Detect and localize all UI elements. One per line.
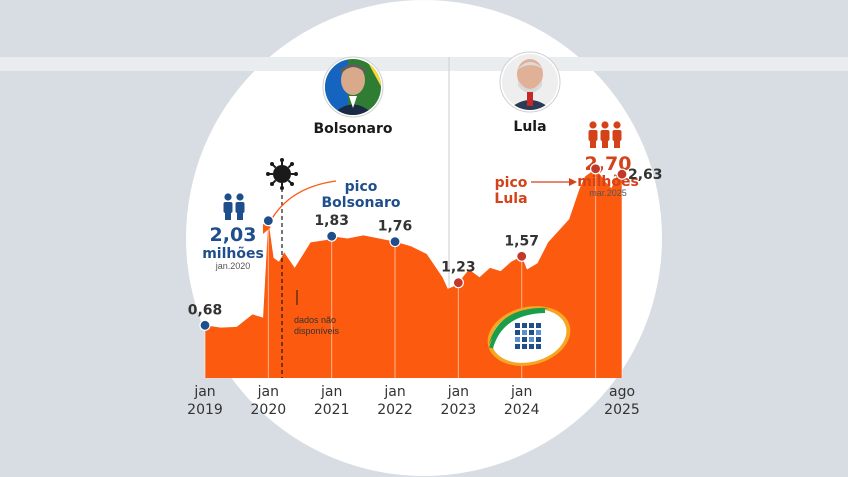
data-label-0: 0,68	[188, 302, 223, 318]
data-point-3	[389, 236, 401, 248]
x-tick-month-0: jan	[193, 384, 215, 400]
president-name-lula: Lula	[513, 119, 546, 135]
data-point-5	[516, 250, 528, 262]
x-axis-ticks: jan 2019 jan 2020 jan 2021 jan 2022 jan 2023 jan 20…	[187, 384, 640, 418]
data-label-7: 2,63	[628, 167, 663, 183]
annotation-line2: disponíveis	[294, 326, 340, 336]
data-point-7	[616, 168, 628, 180]
x-tick-year-4: 2023	[441, 402, 477, 418]
x-tick-year-0: 2019	[187, 402, 223, 418]
x-tick-month-6: ago	[609, 384, 635, 400]
people-icon	[223, 193, 245, 220]
people-icon-lula	[588, 121, 622, 148]
data-label-3: 1,76	[378, 219, 413, 235]
president-name-bolsonaro: Bolsonaro	[314, 121, 393, 137]
data-label-4: 1,23	[441, 260, 476, 276]
peak-bolsonaro-unit: milhões	[202, 246, 264, 262]
data-point-0	[199, 319, 211, 331]
x-tick-year-1: 2020	[251, 402, 287, 418]
bolsonaro-avatar	[322, 56, 384, 118]
lula-avatar	[499, 51, 561, 113]
x-tick-month-4: jan	[447, 384, 469, 400]
data-point-1	[262, 215, 274, 227]
arrow-lula-head	[569, 178, 577, 186]
x-tick-month-2: jan	[320, 384, 342, 400]
peak-bolsonaro-date: jan.2020	[215, 261, 251, 271]
inss-logo-icon	[487, 306, 571, 366]
x-tick-year-5: 2024	[504, 402, 540, 418]
x-tick-year-3: 2022	[377, 402, 413, 418]
peak-lula-label-1: pico	[495, 175, 528, 191]
arrow-bolsonaro-head	[263, 224, 271, 234]
marks-layer: 0,68 1,83 1,76 1,23 1,57 2,63	[188, 163, 663, 331]
data-point-2	[326, 230, 338, 242]
data-label-5: 1,57	[504, 233, 539, 249]
data-point-6	[590, 163, 602, 175]
data-label-2: 1,83	[314, 213, 349, 229]
x-tick-month-3: jan	[383, 384, 405, 400]
peak-bolsonaro-label-2: Bolsonaro	[322, 195, 401, 211]
x-tick-year-2: 2021	[314, 402, 350, 418]
peak-lula-label-2: Lula	[494, 191, 527, 207]
annotation-line1: dados não	[294, 315, 336, 325]
peak-lula-date: mar.2025	[589, 188, 627, 198]
data-point-4	[452, 277, 464, 289]
peak-bolsonaro-label-1: pico	[345, 179, 378, 195]
peak-bolsonaro-value: 2,03	[210, 224, 257, 246]
x-tick-month-5: jan	[510, 384, 532, 400]
x-tick-month-1: jan	[257, 384, 279, 400]
virus-icon	[266, 158, 298, 190]
x-tick-year-6: 2025	[604, 402, 640, 418]
